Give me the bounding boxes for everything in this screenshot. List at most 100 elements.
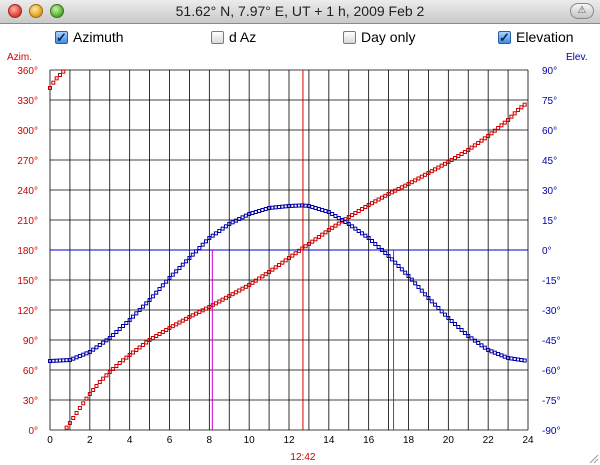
azimuth-point <box>303 244 308 249</box>
azimuth-checkbox[interactable]: ✓ <box>55 29 68 45</box>
azimuth-point <box>496 126 501 130</box>
elevation-point <box>260 208 265 212</box>
elevation-point <box>449 319 454 323</box>
elevation-point <box>167 276 172 280</box>
azimuth-point <box>130 350 135 355</box>
elevation-point <box>369 239 374 243</box>
elevation-point <box>257 209 262 213</box>
day-only-checkbox[interactable] <box>343 30 356 44</box>
elevation-point <box>313 206 318 210</box>
azimuth-point <box>306 242 311 246</box>
azimuth-point <box>360 207 365 211</box>
azimuth-point <box>233 290 238 295</box>
elevation-option[interactable]: ✓ Elevation <box>498 28 574 46</box>
elevation-point <box>187 256 192 260</box>
option-bar: ✓ Azimuth d Az Day only ✓ Elevation <box>0 24 600 50</box>
elevation-point <box>376 245 381 249</box>
elevation-point <box>190 252 195 257</box>
elevation-point <box>213 231 218 236</box>
elevation-checkbox[interactable]: ✓ <box>498 29 511 45</box>
azimuth-point <box>57 73 62 77</box>
azimuth-point <box>350 213 355 217</box>
elevation-point <box>403 270 408 275</box>
azimuth-point <box>197 310 202 314</box>
azimuth-point <box>190 313 195 318</box>
elevation-point <box>101 340 106 345</box>
zoom-window-button[interactable] <box>50 4 64 18</box>
day-only-option[interactable]: Day only <box>343 28 415 46</box>
d-az-checkbox[interactable] <box>211 30 224 44</box>
azimuth-point <box>184 316 189 321</box>
azimuth-point <box>326 228 331 232</box>
azimuth-point <box>356 209 361 213</box>
azimuth-point <box>476 141 481 145</box>
azimuth-point <box>486 134 491 138</box>
toolbar-toggle-button[interactable]: ⚠ <box>570 3 594 19</box>
elevation-point <box>111 333 116 337</box>
elevation-tick-label: 45° <box>542 156 557 167</box>
elevation-point <box>114 330 119 334</box>
elevation-point <box>204 239 209 244</box>
elevation-point <box>320 208 325 212</box>
elevation-point <box>220 226 225 231</box>
elevation-point <box>91 347 96 352</box>
elevation-point <box>353 226 358 231</box>
azimuth-point <box>74 411 79 415</box>
azimuth-tick-label: 90° <box>23 336 38 347</box>
azimuth-axis-title: Azim. <box>7 52 32 63</box>
azimuth-point <box>223 295 228 300</box>
day-only-option-label: Day only <box>361 29 416 45</box>
azimuth-point <box>204 306 209 311</box>
azimuth-point <box>140 343 145 347</box>
azimuth-point <box>409 180 414 185</box>
elevation-point <box>57 358 62 363</box>
elevation-point <box>476 341 481 345</box>
d-az-option[interactable]: d Az <box>211 28 256 46</box>
minimize-window-button[interactable] <box>29 4 43 18</box>
azimuth-point <box>91 388 96 392</box>
title-bar: 51.62° N, 7.97° E, UT + 1 h, 2009 Feb 2 … <box>0 0 600 24</box>
azimuth-point <box>393 188 398 193</box>
elevation-point <box>137 308 142 312</box>
elevation-point <box>150 294 155 299</box>
elevation-tick-label: 90° <box>542 66 557 77</box>
hour-tick-label: 14 <box>323 435 335 446</box>
elevation-point <box>446 316 451 320</box>
elevation-point <box>429 299 434 304</box>
azimuth-point <box>313 237 318 242</box>
elevation-point <box>336 216 341 220</box>
elevation-point <box>396 264 401 268</box>
elevation-point <box>200 242 205 247</box>
elevation-point <box>130 314 135 319</box>
elevation-point <box>389 257 394 262</box>
azimuth-point <box>48 86 52 90</box>
elevation-point <box>366 236 371 240</box>
azimuth-option-label: Azimuth <box>73 29 124 45</box>
azimuth-point <box>137 345 142 350</box>
azimuth-point <box>413 178 418 183</box>
azimuth-point <box>71 416 76 420</box>
elevation-point <box>293 203 298 208</box>
elevation-point <box>217 229 222 233</box>
hour-tick-label: 22 <box>483 435 495 446</box>
azimuth-point <box>81 401 86 406</box>
azimuth-point <box>101 376 106 381</box>
elevation-point <box>459 328 464 332</box>
azimuth-point <box>124 355 129 360</box>
elevation-point <box>177 266 182 270</box>
azimuth-option[interactable]: ✓ Azimuth <box>55 28 124 46</box>
azimuth-point <box>423 172 428 177</box>
azimuth-point <box>154 334 159 338</box>
azimuth-point <box>429 169 434 174</box>
close-window-button[interactable] <box>8 4 22 18</box>
azimuth-point <box>270 267 275 272</box>
azimuth-point <box>522 102 527 107</box>
azimuth-point <box>97 380 102 384</box>
azimuth-point <box>293 251 298 256</box>
azimuth-point <box>516 108 521 112</box>
elevation-tick-label: 0° <box>542 246 552 257</box>
elevation-point <box>522 358 527 363</box>
azimuth-point <box>316 235 321 239</box>
elevation-point <box>283 204 288 209</box>
